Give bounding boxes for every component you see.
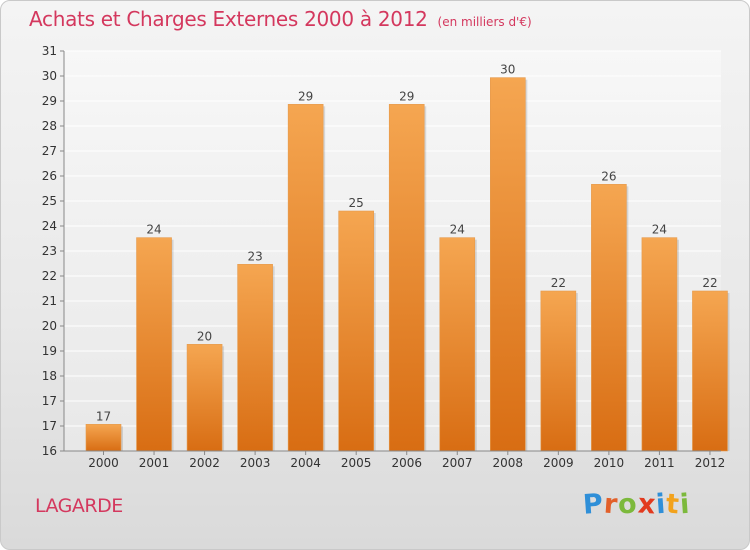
y-tick-label: 25 [42, 194, 57, 208]
data-label: 22 [702, 276, 717, 290]
y-tick-label: 31 [42, 44, 57, 58]
proxiti-logo: Proxiti [581, 488, 692, 521]
bar [85, 424, 122, 452]
y-tick-label: 17 [42, 419, 57, 433]
logo-letter: i [679, 488, 692, 521]
x-tick-label: 2007 [442, 456, 473, 470]
data-label: 24 [450, 223, 465, 237]
y-tick-label: 21 [42, 294, 57, 308]
bar [186, 344, 223, 452]
y-tick-label: 28 [42, 119, 57, 133]
data-label: 22 [551, 276, 566, 290]
bar [692, 290, 728, 452]
bar [388, 104, 425, 452]
logo-letter: o [617, 488, 639, 521]
data-label: 20 [197, 329, 212, 343]
x-tick-label: 2002 [189, 456, 220, 470]
bar [641, 237, 678, 452]
y-tick-label: 26 [42, 169, 57, 183]
bar [591, 184, 627, 452]
bar [237, 264, 273, 452]
x-tick-label: 2000 [88, 456, 119, 470]
y-tick-label: 20 [42, 319, 57, 333]
chart-subtitle: (en milliers d'€) [437, 15, 532, 29]
logo-letter: x [636, 488, 658, 521]
data-label: 26 [601, 169, 616, 183]
chart-title: Achats et Charges Externes 2000 à 2012 (e… [29, 7, 532, 31]
x-tick-label: 2008 [493, 456, 524, 470]
bar [136, 237, 172, 452]
data-label: 29 [399, 89, 414, 103]
data-label: 24 [146, 223, 161, 237]
x-tick-label: 2004 [290, 456, 321, 470]
x-tick-label: 2011 [644, 456, 675, 470]
y-tick-label: 19 [42, 344, 57, 358]
y-tick-label: 30 [42, 69, 57, 83]
x-tick-label: 2006 [391, 456, 422, 470]
bar [439, 237, 476, 452]
y-tick-label: 22 [42, 269, 57, 283]
bar [287, 104, 324, 452]
data-label: 17 [96, 409, 111, 423]
y-tick-label: 16 [42, 444, 57, 458]
data-label: 24 [652, 223, 667, 237]
y-tick-label: 23 [42, 244, 57, 258]
data-label: 23 [247, 249, 262, 263]
x-tick-label: 2010 [594, 456, 625, 470]
bar [490, 77, 526, 452]
data-label: 25 [349, 196, 364, 210]
x-tick-label: 2003 [240, 456, 271, 470]
x-tick-label: 2009 [543, 456, 574, 470]
y-tick-label: 18 [42, 369, 57, 383]
bar [338, 210, 374, 452]
y-tick-label: 24 [42, 219, 57, 233]
logo-letter: P [581, 488, 605, 521]
data-label: 30 [500, 63, 515, 77]
x-tick-label: 2005 [341, 456, 372, 470]
data-label: 29 [298, 89, 313, 103]
y-tick-label: 27 [42, 144, 57, 158]
y-tick-label: 29 [42, 94, 57, 108]
bar [540, 290, 577, 452]
location-label: LAGARDE [35, 495, 123, 517]
chart-title-text: Achats et Charges Externes 2000 à 2012 [29, 7, 428, 31]
x-tick-label: 2001 [139, 456, 170, 470]
x-tick-label: 2012 [695, 456, 726, 470]
y-tick-label: 17 [42, 394, 57, 408]
